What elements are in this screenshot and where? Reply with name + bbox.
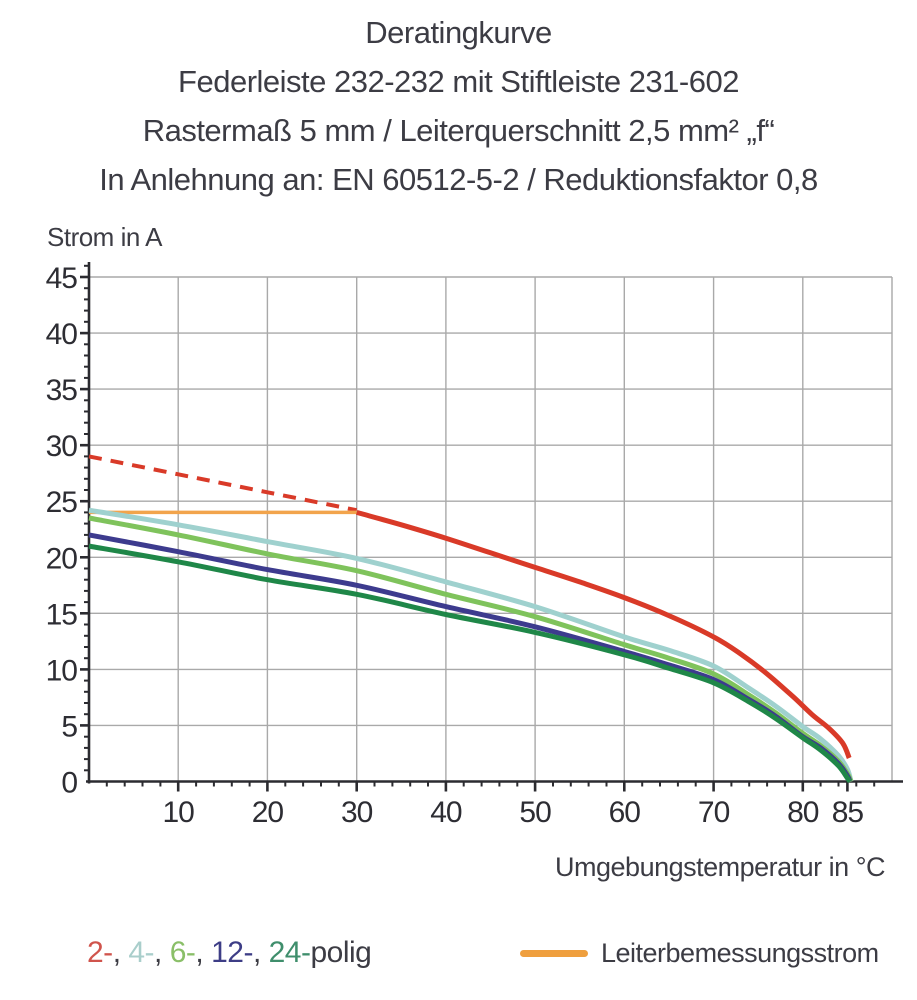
y-tick-label: 5	[61, 710, 77, 743]
title-line-3: Rastermaß 5 mm / Leiterquerschnitt 2,5 m…	[142, 113, 775, 148]
legend-item-6polig: 6-	[169, 936, 196, 969]
legend-separator: ,	[154, 936, 170, 969]
y-tick-label: 35	[46, 374, 78, 407]
series-2-polig	[356, 509, 852, 760]
y-tick-label: 40	[46, 318, 78, 351]
legend-item-12polig: 12-	[211, 936, 253, 969]
y-tick-label: 10	[46, 654, 78, 687]
legend-item-24polig: 24-	[268, 936, 311, 969]
y-tick-label: 20	[46, 542, 78, 575]
title-line-4: In Anlehnung an: EN 60512-5-2 / Reduktio…	[99, 162, 818, 197]
rated-current-legend: Leiterbemessungsstrom	[520, 938, 879, 969]
x-tick-label: 60	[609, 796, 641, 829]
y-tick-label: 30	[46, 430, 78, 463]
x-tick-label: 20	[252, 796, 284, 829]
axes	[86, 262, 903, 784]
y-tick-label: 25	[46, 486, 78, 519]
series-12-polig	[88, 532, 853, 783]
x-tick-label: 85	[832, 796, 864, 829]
title-line-1: Deratingkurve	[365, 15, 552, 50]
tick-labels: 10 20 30 40 50 60 70 80 85 0 5 10 15 20 25 30 35 40 45	[46, 262, 865, 829]
chart-title-block: Deratingkurve Federleiste 232-232 mit St…	[0, 8, 917, 204]
poles-legend: 2-, 4-, 6-, 12-, 24-polig	[87, 936, 372, 970]
y-tick-label: 0	[61, 767, 77, 800]
y-tick-label: 15	[46, 598, 78, 631]
rated-current-label: Leiterbemessungsstrom	[601, 938, 879, 968]
axis-ticks	[80, 264, 876, 792]
grid	[89, 276, 893, 782]
x-tick-label: 30	[341, 796, 373, 829]
x-axis-label: Umgebungstemperatur in °C	[555, 852, 885, 882]
legend-item-2polig: 2-	[87, 936, 113, 969]
x-tick-label: 80	[787, 796, 819, 829]
series	[88, 454, 854, 784]
legend-item-4polig: 4-	[128, 936, 155, 969]
legend-suffix: polig	[310, 936, 372, 969]
series-4-polig	[88, 507, 854, 783]
title-line-2: Federleiste 232-232 mit Stiftleiste 231-…	[178, 64, 739, 99]
x-tick-label: 10	[163, 796, 195, 829]
legend-separator: ,	[112, 936, 129, 969]
rated-current-line-swatch	[520, 950, 588, 957]
series-2-polig-gestrichelt-ohne-reduktionsfaktor-	[88, 454, 358, 513]
legend-separator: ,	[195, 936, 212, 969]
y-axis-label: Strom in A	[47, 222, 162, 252]
x-tick-label: 40	[430, 796, 462, 829]
legend-separator: ,	[252, 936, 269, 969]
y-tick-label: 45	[46, 262, 78, 295]
x-tick-label: 70	[698, 796, 730, 829]
series-24-polig	[88, 543, 853, 784]
x-tick-label: 50	[519, 796, 551, 829]
